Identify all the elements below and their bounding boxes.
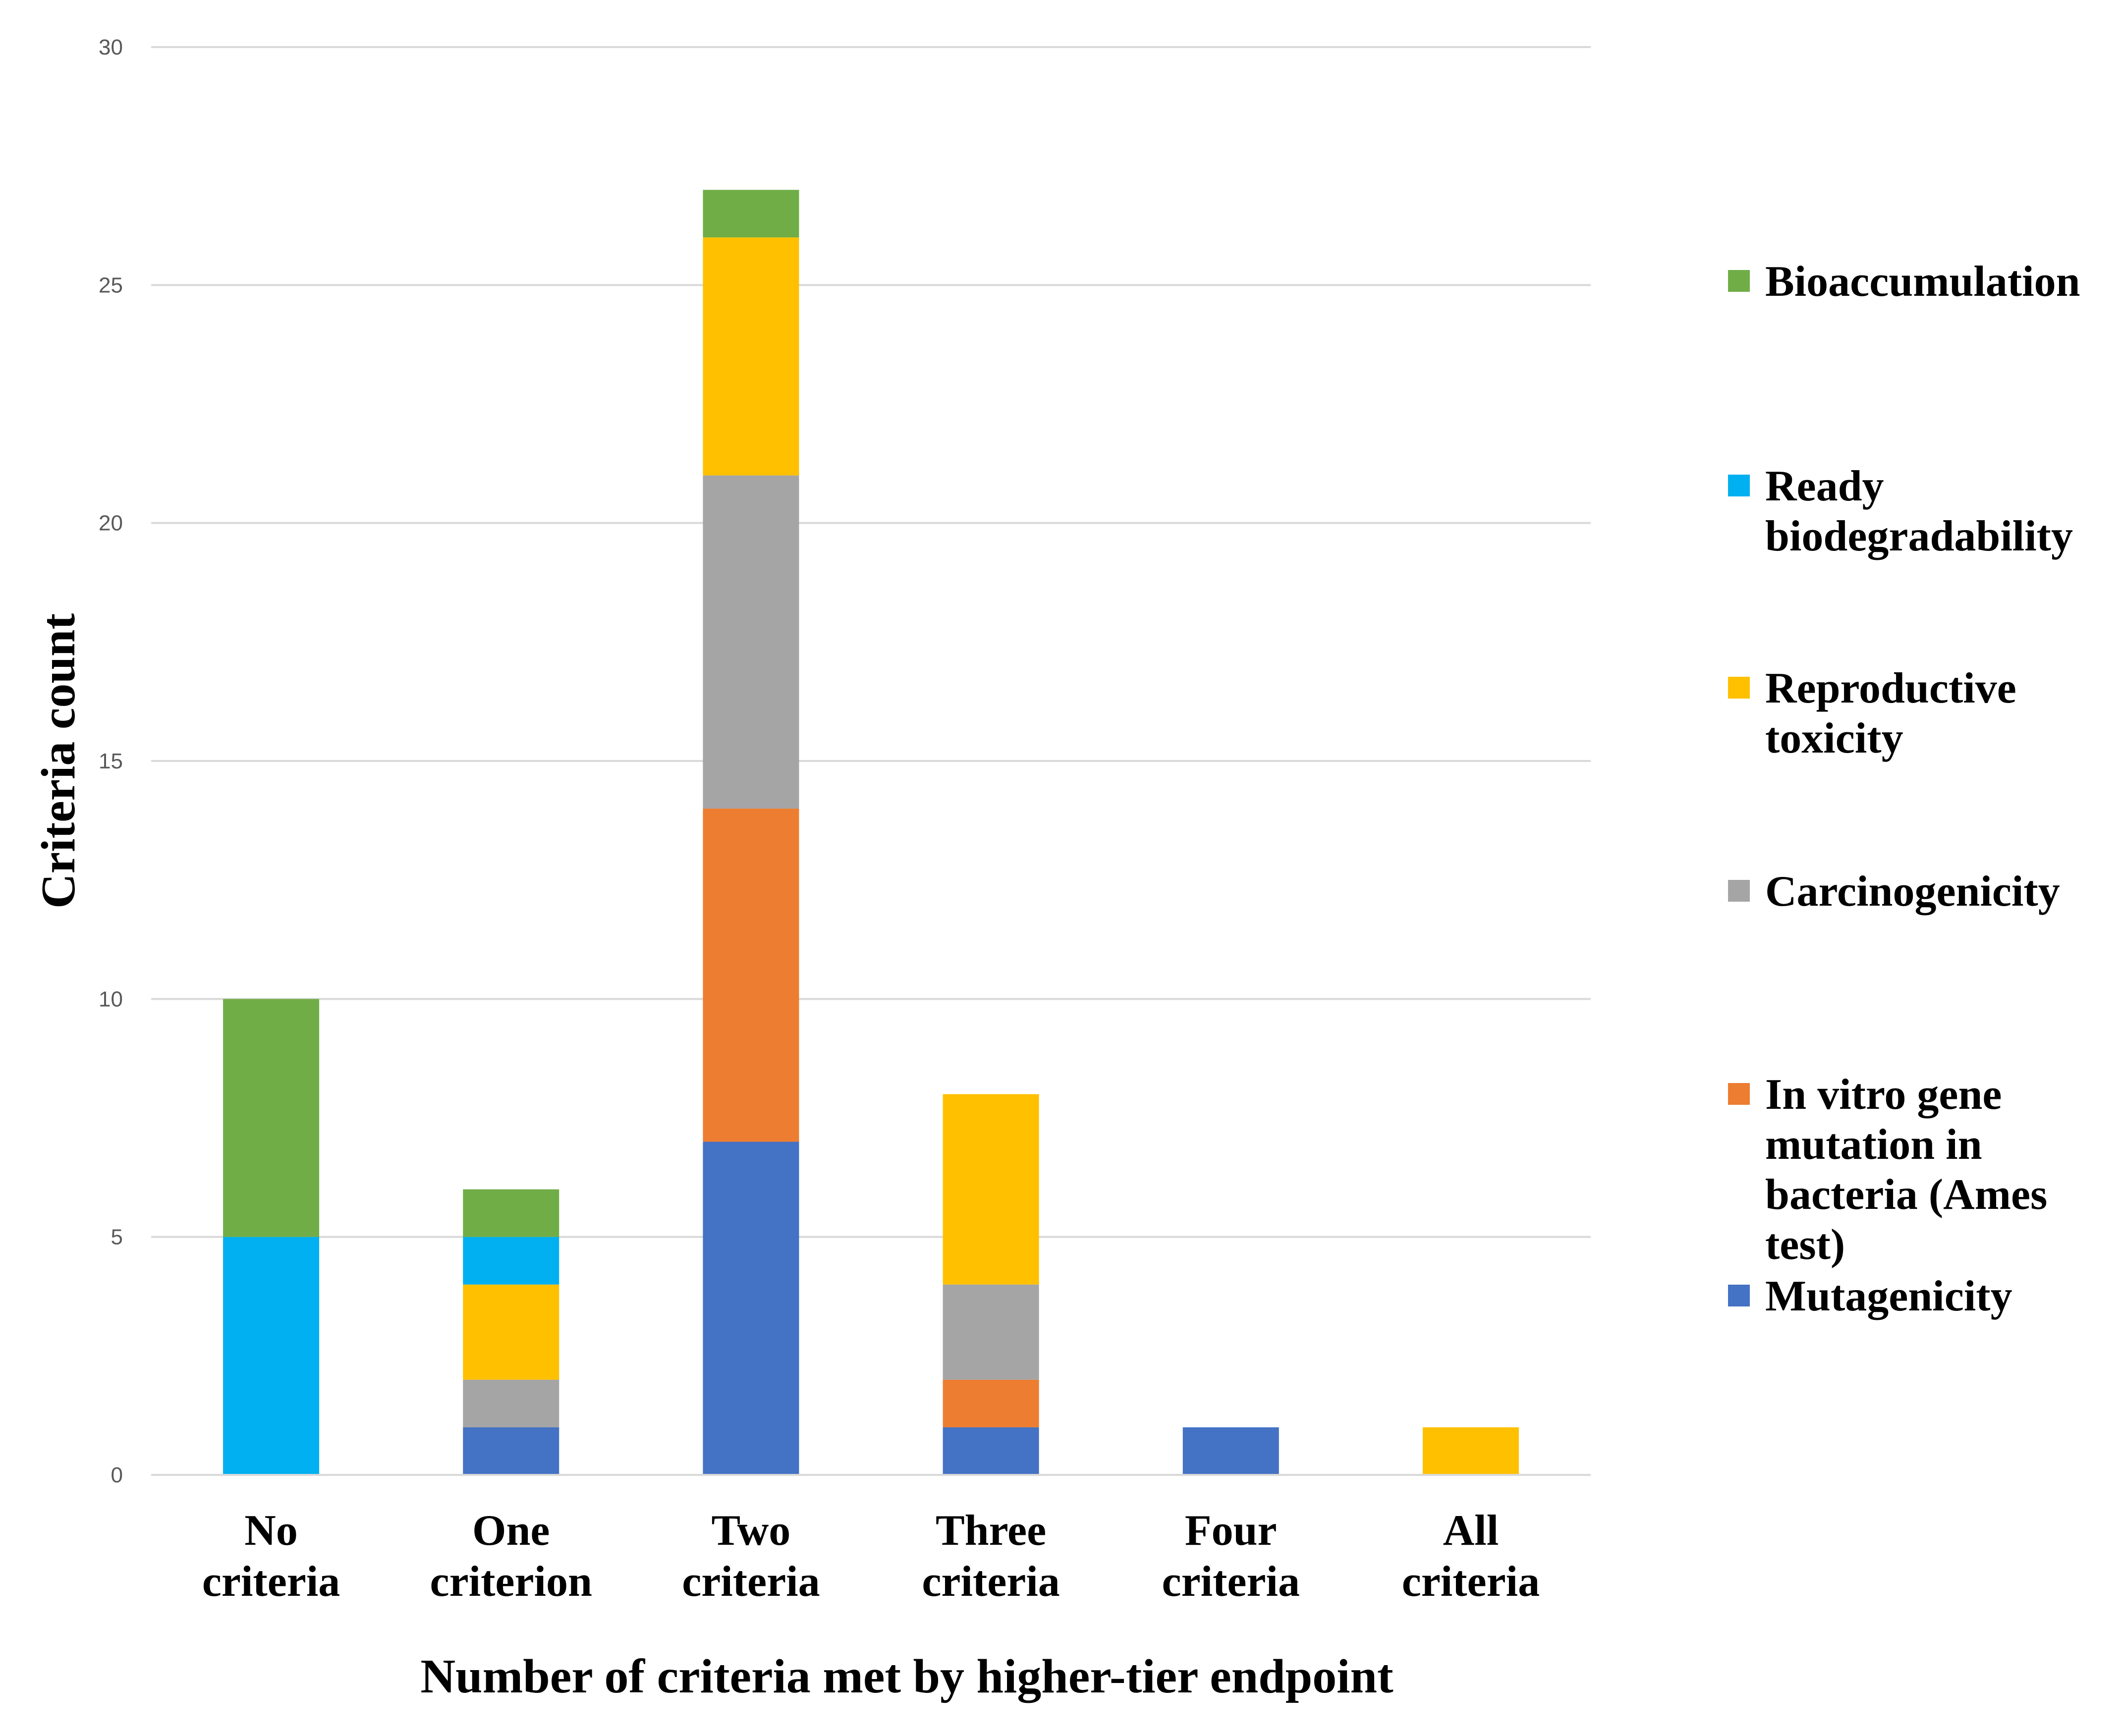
legend-swatch [1728,1285,1750,1306]
x-category-label: Two [712,1507,791,1555]
y-axis-ticks: 0 5 10 15 20 25 30 [99,35,123,1487]
x-category-label: No [244,1507,298,1555]
bar-segment [703,475,799,809]
bar-segment [703,809,799,1142]
y-tick-label: 15 [99,749,123,773]
x-axis-title: Number of criteria met by higher-tier en… [420,1650,1394,1703]
bar-segment [463,1237,559,1285]
legend-label: Reproductive [1765,664,2016,712]
bar-segment [1422,1427,1519,1475]
y-tick-label: 5 [111,1225,123,1249]
bar-segment [463,1284,559,1380]
legend-swatch [1728,270,1750,292]
bar-segment [223,1237,320,1475]
legend-swatch [1728,677,1750,699]
bar-segment [703,190,799,238]
legend-label: test) [1765,1221,1845,1269]
x-axis-categories: NocriteriaOnecriterionTwocriteriaThreecr… [202,1507,1540,1606]
y-tick-label: 25 [99,273,123,297]
x-category-label: Four [1185,1507,1277,1555]
x-category-label: criterion [430,1558,592,1606]
bar-segment [943,1379,1039,1427]
legend-swatch [1728,880,1750,902]
legend-label: mutation in [1765,1121,1982,1169]
x-category-label: criteria [1162,1558,1300,1606]
gridlines [151,46,1591,1476]
legend-label: toxicity [1765,714,1903,762]
x-category-label: All [1443,1507,1499,1555]
legend-swatch [1728,1083,1750,1105]
bar-segment [1182,1427,1279,1475]
bar-segment [463,1427,559,1475]
bar-segment [943,1284,1039,1380]
bar-segment [703,237,799,476]
legend-label: Bioaccumulation [1765,258,2080,306]
y-tick-label: 0 [111,1463,123,1487]
x-category-label: Three [936,1507,1046,1555]
bar-segment [943,1094,1039,1285]
bar-segment [223,999,320,1237]
bar-segment [463,1189,559,1237]
legend-label: Mutagenicity [1765,1272,2012,1320]
x-category-label: criteria [922,1558,1060,1606]
bars [223,190,1519,1475]
legend-label: Ready [1765,462,1884,510]
legend-label: biodegradability [1765,512,2073,560]
y-axis-title: Criteria count [32,613,85,909]
x-category-label: criteria [202,1558,340,1606]
x-category-label: criteria [682,1558,820,1606]
legend-swatch [1728,475,1750,496]
y-tick-label: 10 [99,987,123,1011]
bar-segment [703,1141,799,1475]
legend-label: In vitro gene [1765,1071,2002,1119]
legend-label: Carcinogenicity [1765,868,2060,916]
legend-label: bacteria (Ames [1765,1171,2047,1219]
y-tick-label: 20 [99,511,123,536]
bar-segment [943,1427,1039,1475]
x-category-label: criteria [1402,1558,1540,1606]
x-category-label: One [472,1507,550,1555]
bar-segment [463,1379,559,1427]
y-tick-label: 30 [99,35,123,59]
